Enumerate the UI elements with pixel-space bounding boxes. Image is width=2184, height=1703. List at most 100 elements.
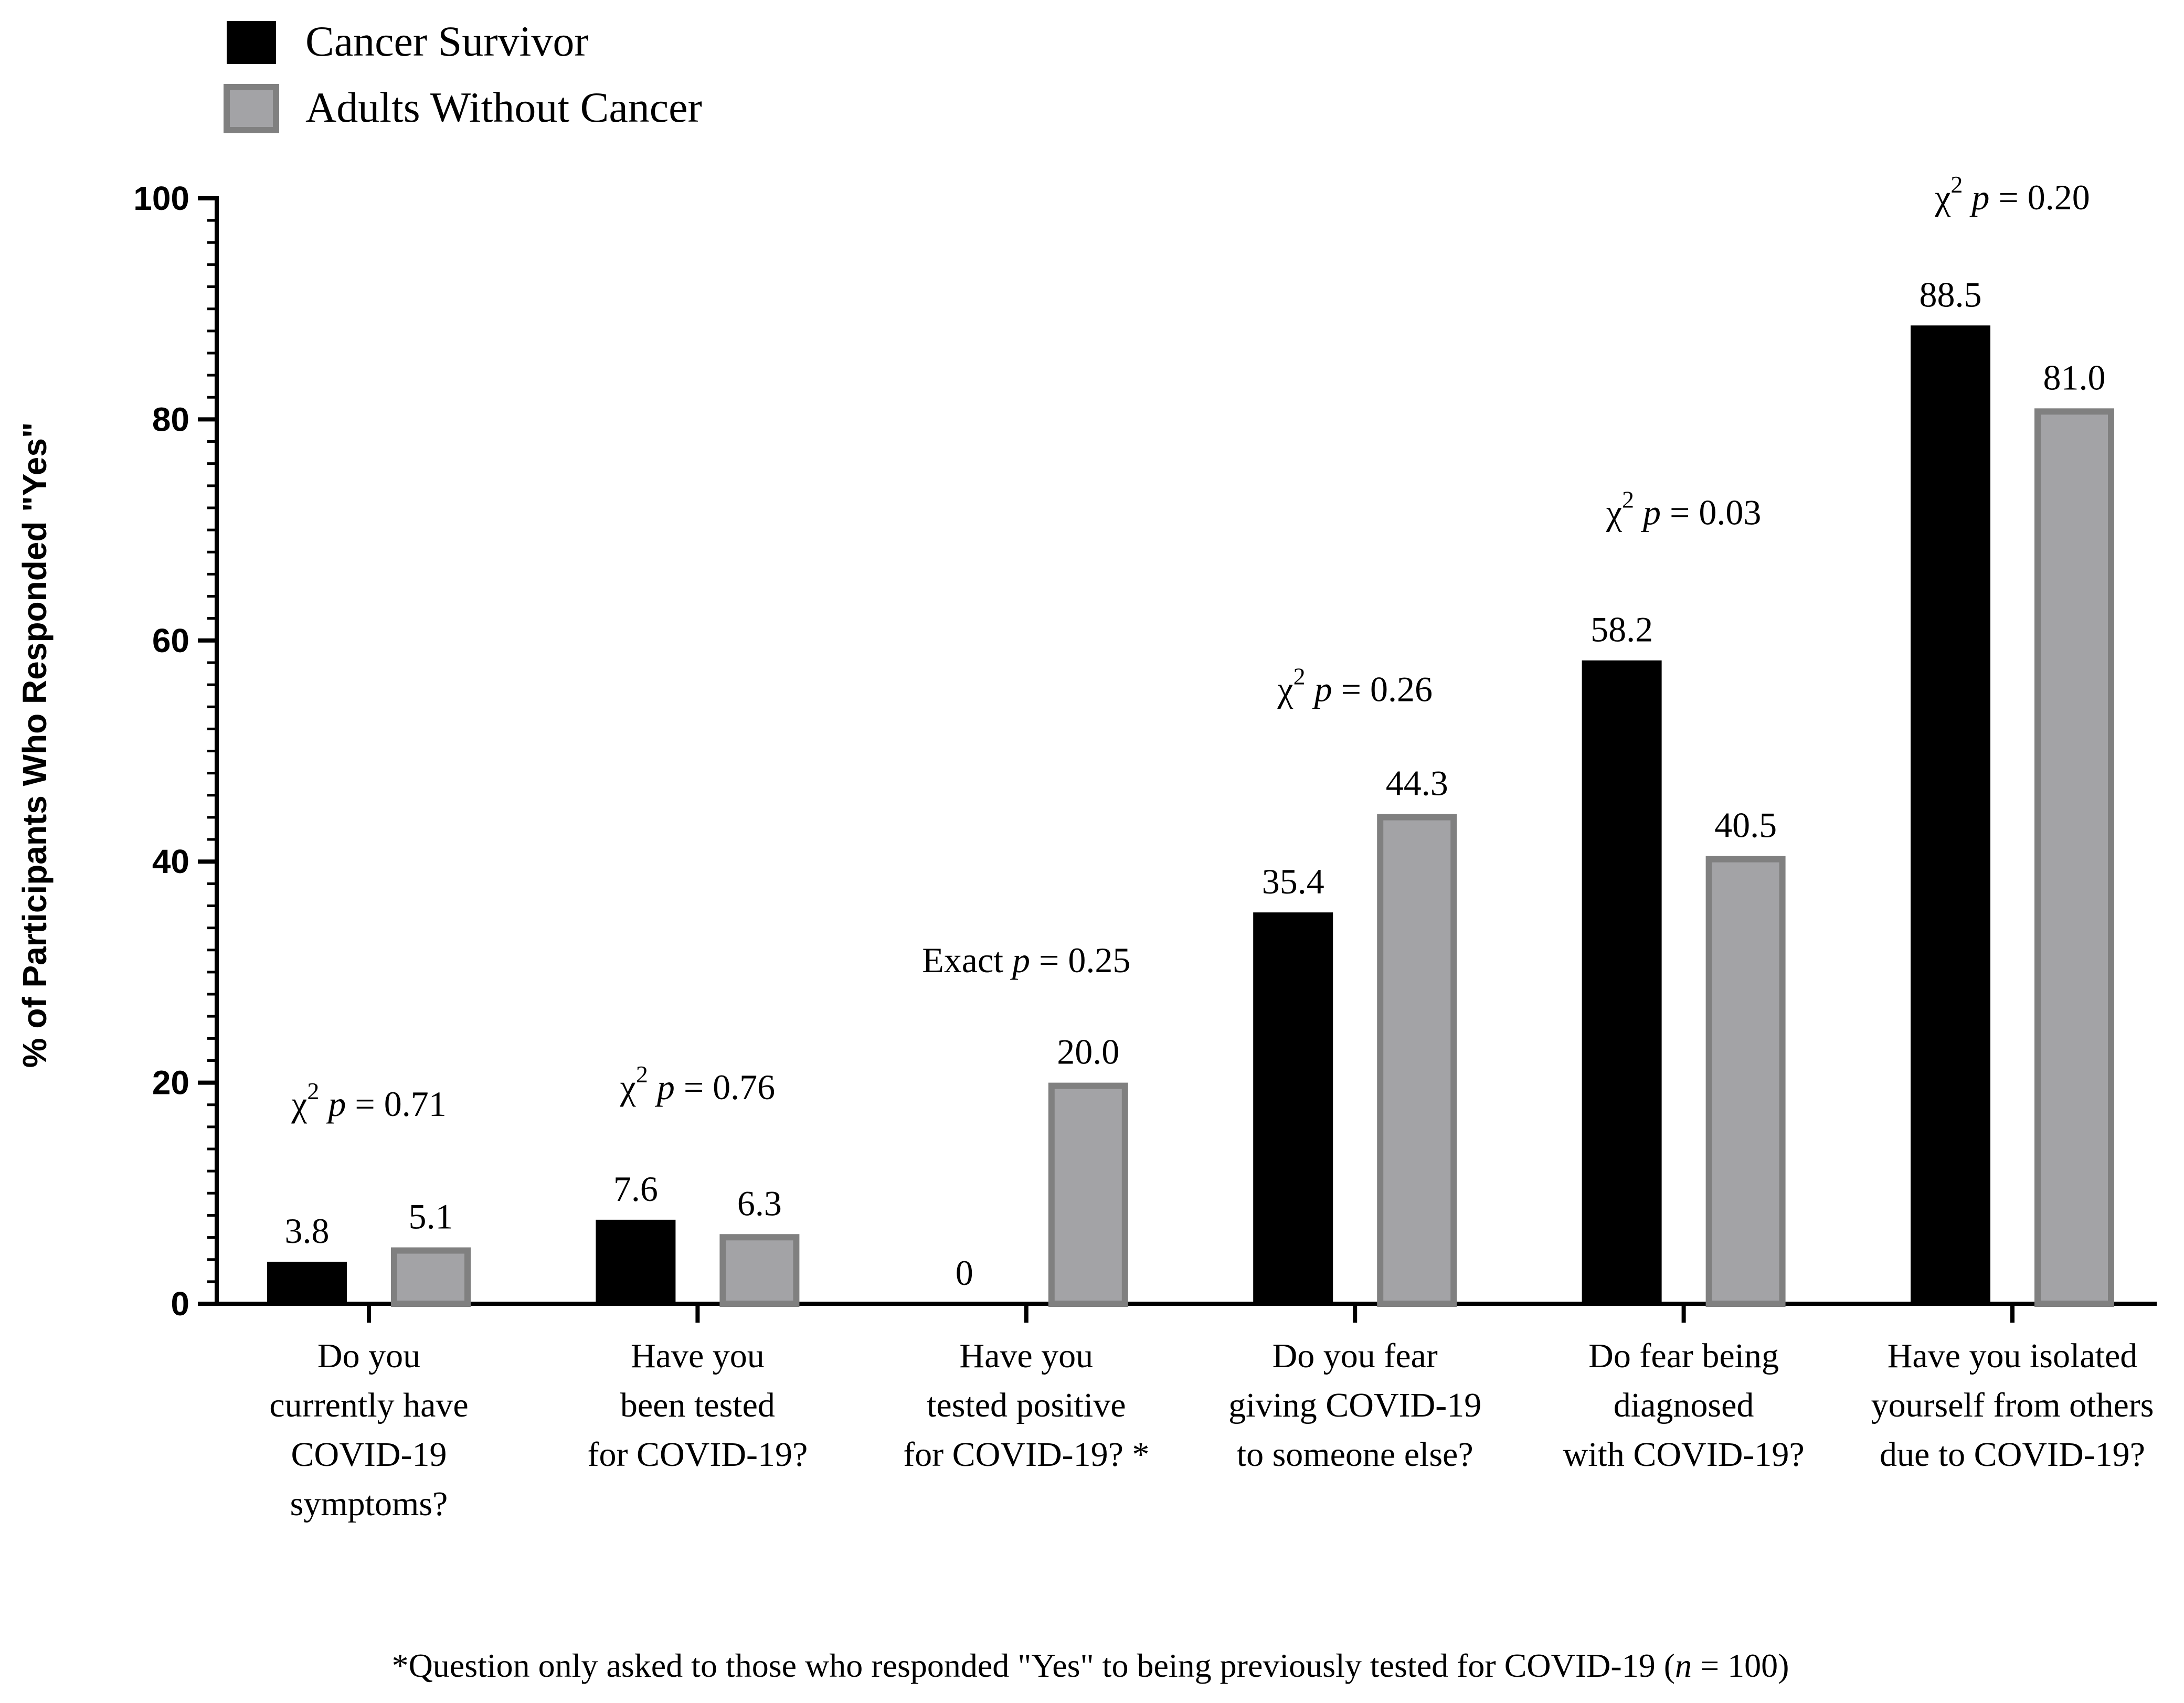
bar-value-label: 6.3 xyxy=(737,1183,782,1223)
p-value-annotation: Exact p = 0.25 xyxy=(922,940,1130,980)
p-value: = 0.03 xyxy=(1661,493,1761,533)
y-tick-label: 20 xyxy=(152,1064,189,1102)
p-letter: p xyxy=(1010,940,1030,980)
category-label-line: symptoms? xyxy=(290,1485,448,1523)
category-label-line: to someone else? xyxy=(1237,1435,1473,1474)
bar-cancer-survivor xyxy=(1582,660,1662,1304)
category-label-line: for COVID-19? * xyxy=(903,1435,1149,1474)
p-value: = 0.71 xyxy=(346,1084,446,1124)
legend-label: Cancer Survivor xyxy=(305,17,589,65)
category-label-line: Have you xyxy=(959,1337,1093,1375)
bar-value-label: 58.2 xyxy=(1591,610,1653,650)
bar-value-label: 35.4 xyxy=(1262,861,1324,901)
test-symbol: χ xyxy=(620,1067,636,1107)
bar-adults-without-cancer xyxy=(1705,856,1786,1307)
bars xyxy=(267,325,2114,1307)
bar-cancer-survivor xyxy=(596,1219,676,1304)
y-tick-label: 100 xyxy=(133,179,189,217)
footnote-n: n xyxy=(1675,1647,1692,1684)
p-value: = 0.20 xyxy=(1989,177,2090,217)
p-value-annotation: χ2 p = 0.20 xyxy=(1934,171,2090,217)
spacer xyxy=(319,1084,328,1124)
bar-cancer-survivor xyxy=(267,1261,347,1304)
p-value-annotation: χ2 p = 0.71 xyxy=(291,1078,447,1124)
category-label-line: been tested xyxy=(620,1386,775,1424)
test-symbol: χ xyxy=(291,1084,307,1124)
footnote-text-end: = 100) xyxy=(1692,1647,1789,1684)
x-axis xyxy=(215,1302,2157,1323)
legend-label: Adults Without Cancer xyxy=(305,83,702,131)
p-letter: p xyxy=(655,1067,675,1107)
bar-cancer-survivor xyxy=(1253,912,1333,1304)
y-axis-title: % of Participants Who Responded "Yes" xyxy=(16,422,54,1068)
bar-adults-without-cancer xyxy=(1377,814,1457,1307)
category-label-line: currently have xyxy=(269,1386,468,1424)
y-tick-label: 0 xyxy=(171,1285,189,1323)
bar-adults-without-cancer xyxy=(2034,408,2114,1307)
p-letter: p xyxy=(1312,669,1332,709)
legend-swatch xyxy=(227,21,276,64)
category-label: Have you isolated yourself from others due… xyxy=(1871,1337,2154,1474)
spacer xyxy=(1634,493,1643,533)
category-label-line: Have you xyxy=(631,1337,765,1375)
legend: Cancer Survivor Adults Without Cancer xyxy=(224,17,702,133)
bar-value-label: 81.0 xyxy=(2043,357,2106,397)
superscript: 2 xyxy=(1294,663,1306,690)
footnote: *Question only asked to those who respon… xyxy=(392,1647,1789,1684)
y-tick-label: 60 xyxy=(152,622,189,659)
test-symbol: χ xyxy=(1606,493,1622,533)
bar-cancer-survivor xyxy=(1911,325,1990,1304)
p-letter: p xyxy=(1969,177,1989,217)
p-value-annotation: χ2 p = 0.03 xyxy=(1606,486,1762,533)
category-label-line: diagnosed xyxy=(1614,1386,1754,1424)
p-value: = 0.76 xyxy=(675,1067,775,1107)
p-letter: p xyxy=(326,1084,346,1124)
bar-value-label: 20.0 xyxy=(1057,1032,1119,1072)
category-label-line: giving COVID-19 xyxy=(1228,1386,1481,1424)
bar-adults-without-cancer xyxy=(391,1247,471,1307)
bar-value-label: 88.5 xyxy=(1920,274,1982,314)
category-label-line: Have you isolated xyxy=(1888,1337,2138,1375)
legend-swatch xyxy=(224,84,279,133)
bar-value-label: 0 xyxy=(956,1253,973,1293)
superscript: 2 xyxy=(307,1078,319,1104)
category-label-line: yourself from others xyxy=(1871,1386,2154,1424)
test-symbol: χ xyxy=(1934,177,1950,217)
test-symbol: χ xyxy=(1277,669,1293,709)
p-letter: p xyxy=(1641,493,1661,533)
bar-value-label: 5.1 xyxy=(409,1197,453,1237)
category-label-line: for COVID-19? xyxy=(588,1435,808,1474)
category-label: Do fear being diagnosed with COVID-19? xyxy=(1563,1337,1805,1474)
p-value: = 0.25 xyxy=(1030,940,1130,980)
spacer xyxy=(1306,669,1314,709)
category-label: Do you fear giving COVID-19 to someone els… xyxy=(1228,1337,1481,1474)
y-tick-label: 40 xyxy=(152,843,189,880)
bar-adults-without-cancer xyxy=(1048,1082,1128,1307)
value-labels: 3.8 7.6 0 35.4 58.2 88.5 5.1 6.3 20.0 44.3 40.5 81.… xyxy=(285,274,2106,1293)
footnote-text: *Question only asked to those who respon… xyxy=(392,1647,1675,1684)
category-label-line: tested positive xyxy=(927,1386,1126,1424)
category-label-line: with COVID-19? xyxy=(1563,1435,1805,1474)
p-value-annotation: χ2 p = 0.26 xyxy=(1277,663,1433,709)
p-value: = 0.26 xyxy=(1332,669,1433,709)
spacer xyxy=(648,1067,657,1107)
category-label: Do you currently have COVID-19 symptoms? xyxy=(269,1337,468,1523)
category-label-line: Do you fear xyxy=(1273,1337,1438,1375)
category-label-line: Do fear being xyxy=(1588,1337,1779,1375)
category-labels: Do you currently have COVID-19 symptoms? Hav… xyxy=(269,1337,2154,1523)
bar-value-label: 44.3 xyxy=(1386,763,1448,803)
superscript: 2 xyxy=(1950,171,1963,198)
category-label-line: Do you xyxy=(317,1337,420,1375)
bar-value-label: 40.5 xyxy=(1714,805,1777,845)
category-label-line: COVID-19 xyxy=(291,1435,447,1474)
category-label-line: due to COVID-19? xyxy=(1880,1435,2145,1474)
spacer xyxy=(1963,177,1971,217)
test-symbol: Exact xyxy=(922,940,1012,980)
superscript: 2 xyxy=(1622,486,1634,513)
category-label: Have you tested positive for COVID-19? * xyxy=(903,1337,1149,1474)
y-axis: 0 20 40 60 80 100 xyxy=(133,179,219,1323)
category-label: Have you been tested for COVID-19? xyxy=(588,1337,808,1474)
bar-value-label: 7.6 xyxy=(613,1169,658,1209)
